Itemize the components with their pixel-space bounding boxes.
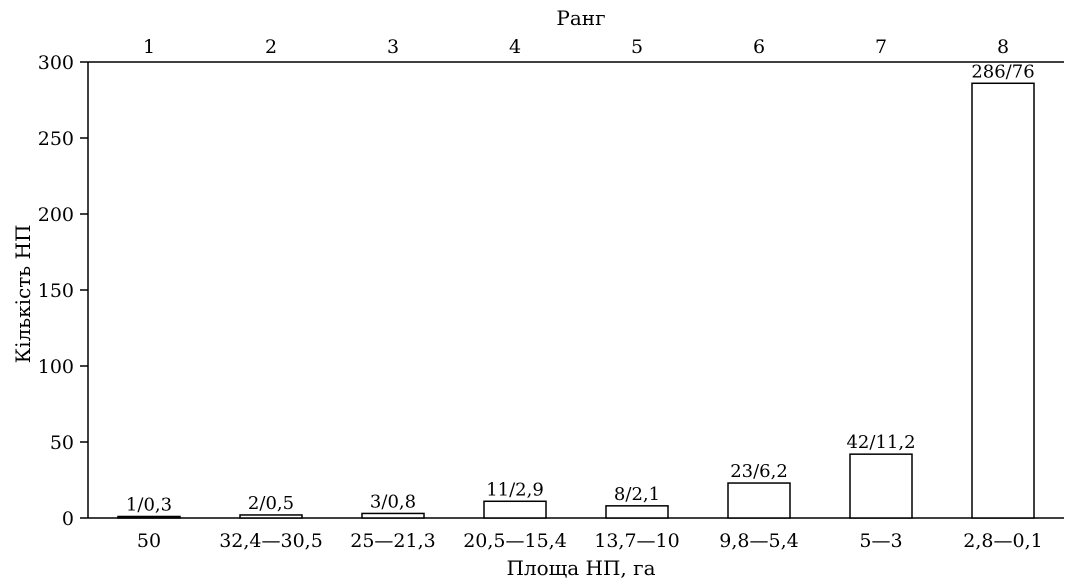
data-label: 1/0,3 <box>126 494 172 515</box>
bar <box>605 505 669 519</box>
y-ticks: 0 50 100 150 200 250 300 <box>38 52 88 530</box>
x-tick-label: 32,4—30,5 <box>219 530 323 552</box>
rank-ticks: 1 2 3 4 5 6 7 8 <box>143 36 1009 58</box>
bars <box>117 82 1035 519</box>
data-label: 42/11,2 <box>846 432 915 453</box>
y-tick-label: 0 <box>62 508 74 530</box>
rank-tick-label: 5 <box>631 36 643 58</box>
y-tick-label: 100 <box>38 356 74 378</box>
bar <box>849 453 913 519</box>
data-label: 286/76 <box>971 61 1034 82</box>
data-label: 11/2,9 <box>486 479 544 500</box>
rank-tick-label: 6 <box>753 36 765 58</box>
rank-tick-label: 4 <box>509 36 521 58</box>
bar <box>727 482 791 519</box>
x-tick-label: 13,7—10 <box>594 530 679 552</box>
data-label: 3/0,8 <box>370 491 416 512</box>
data-label: 8/2,1 <box>614 484 660 505</box>
y-tick-label: 300 <box>38 52 74 74</box>
rank-tick-label: 2 <box>265 36 277 58</box>
y-tick-label: 50 <box>50 432 74 454</box>
x-axis-title: Площа НП, га <box>506 556 655 580</box>
top-axis-title: Ранг <box>556 6 605 30</box>
rank-tick-label: 3 <box>387 36 399 58</box>
x-tick-label: 25—21,3 <box>350 530 435 552</box>
x-tick-label: 9,8—5,4 <box>719 530 798 552</box>
bar <box>361 512 425 519</box>
rank-tick-label: 8 <box>997 36 1009 58</box>
data-label: 23/6,2 <box>730 461 788 482</box>
data-label: 2/0,5 <box>248 493 294 514</box>
x-tick-label: 50 <box>137 530 161 552</box>
y-tick-label: 250 <box>38 128 74 150</box>
rank-tick-label: 1 <box>143 36 155 58</box>
y-tick-label: 150 <box>38 280 74 302</box>
x-tick-label: 2,8—0,1 <box>963 530 1042 552</box>
bar <box>117 515 181 519</box>
x-tick-label: 20,5—15,4 <box>463 530 567 552</box>
axes <box>87 61 1064 519</box>
bar <box>239 514 303 519</box>
bar <box>483 500 547 519</box>
data-labels: 1/0,3 2/0,5 3/0,8 11/2,9 8/2,1 23/6,2 42/11,2 2… <box>126 61 1035 515</box>
x-tick-label: 5—3 <box>859 530 902 552</box>
x-ticks: 50 32,4—30,5 25—21,3 20,5—15,4 13,7—10 9,8—5,… <box>137 530 1043 552</box>
bar <box>971 82 1035 519</box>
rank-tick-label: 7 <box>875 36 887 58</box>
y-axis-title: Кількість НП <box>11 225 35 364</box>
y-tick-label: 200 <box>38 204 74 226</box>
